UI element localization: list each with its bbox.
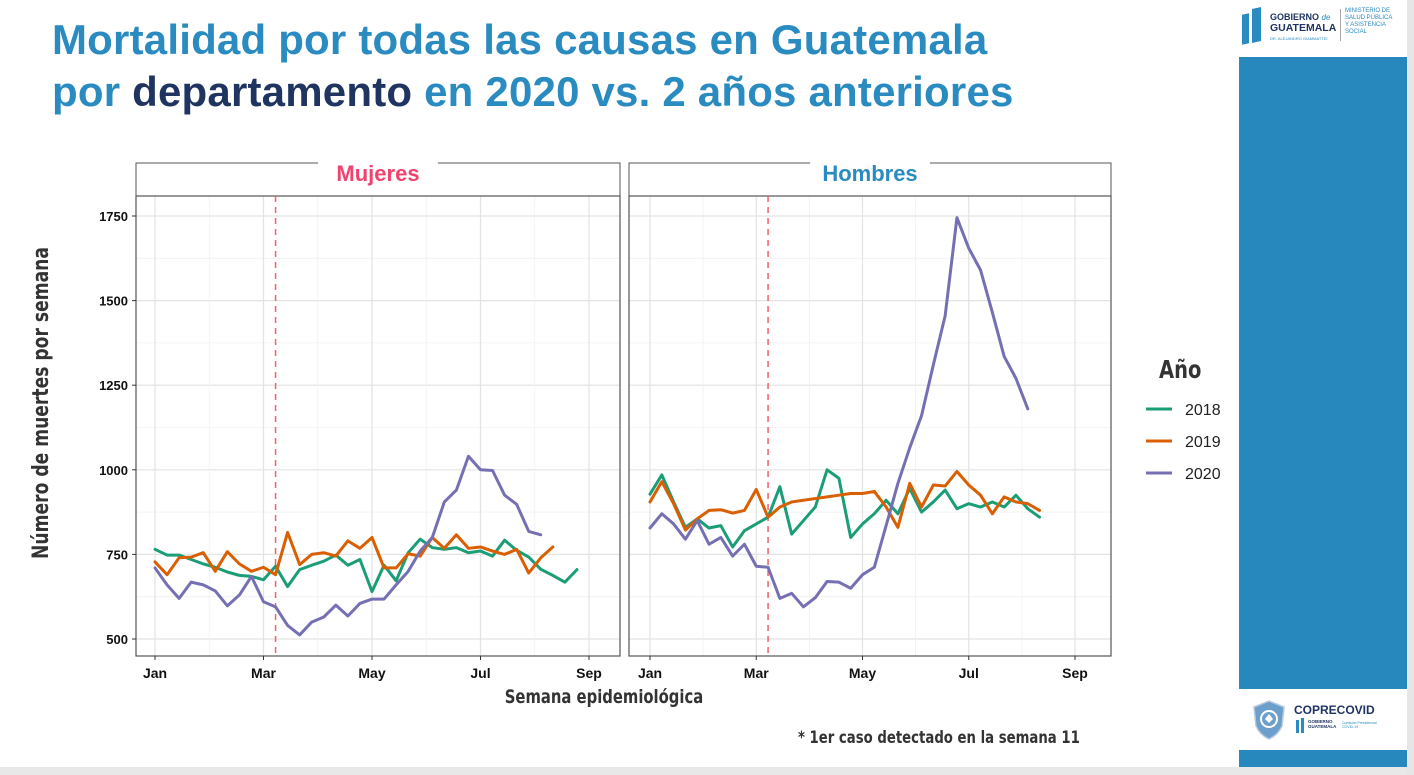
x-tick-label: Jul: [470, 665, 490, 681]
logo-text: GUATEMALA: [1308, 724, 1337, 729]
facet-strip: [628, 162, 1112, 197]
logo-text: GOBIERNO: [1270, 12, 1320, 22]
coprecovid-name: COPRECOVID: [1294, 703, 1375, 717]
x-axis-label: Semana epidemiológica: [505, 686, 703, 708]
y-axis-label: Número de muertes por semana: [28, 247, 54, 559]
x-tick-label: Mar: [251, 665, 276, 681]
facet-strip: [135, 162, 621, 197]
shield-icon: [1253, 700, 1285, 740]
y-tick-label: 750: [106, 547, 128, 562]
gobierno-guatemala-logo: GOBIERNO de GUATEMALA DR. ALEJANDRO GIAM…: [1240, 4, 1406, 50]
ministry-text: SALUD PÚBLICA: [1345, 15, 1393, 21]
ministry-text: Y ASISTENCIA: [1345, 22, 1386, 28]
facet-title: Mujeres: [336, 161, 419, 186]
footnote: * 1er caso detectado en la semana 11: [798, 728, 1080, 748]
facet-title: Hombres: [822, 161, 917, 186]
series-line-mujeres-2019: [153, 530, 555, 577]
logo-subtitle: Comisión Presidencial COVID-19: [1342, 721, 1377, 729]
window-edge: [1407, 0, 1414, 775]
x-tick-label: Mar: [744, 665, 769, 681]
x-tick-label: Jan: [638, 665, 662, 681]
panel-border: [628, 195, 1112, 657]
facet-mujeres: Mujeres Jan Mar May Jul Sep 500 750 1000 1250 1500…: [99, 160, 621, 681]
x-tick-label: Sep: [1062, 665, 1088, 681]
legend-label-2020: 2020: [1185, 466, 1221, 483]
title-text: en 2020 vs. 2 años anteriores: [412, 68, 1014, 115]
logo-text: GUATEMALA: [1270, 22, 1337, 34]
sidebar-decoration: [1239, 57, 1407, 689]
legend-label-2019: 2019: [1185, 434, 1221, 451]
strip-label-background: [318, 160, 438, 168]
series-line-hombres-2018: [648, 468, 1042, 549]
strip-label-background: [810, 160, 930, 168]
panel-background: [629, 196, 1111, 656]
x-tick-label: May: [358, 665, 385, 681]
ministry-text: MINISTERIO DE: [1345, 8, 1391, 14]
legend: Año 2018 2019 2020: [1146, 356, 1221, 483]
logo-text: GOBIERNO: [1308, 719, 1333, 724]
series-line-mujeres-2018: [153, 537, 579, 594]
slide-title: Mortalidad por todas las causas en Guate…: [52, 14, 1014, 118]
y-tick-label: 500: [106, 632, 128, 647]
x-tick-label: May: [849, 665, 876, 681]
window-edge: [0, 767, 1407, 775]
y-tick-label: 1000: [99, 463, 128, 478]
panel-border: [135, 195, 621, 657]
y-tick-label: 1750: [99, 209, 128, 224]
title-line-2: por departamento en 2020 vs. 2 años ante…: [52, 66, 1014, 118]
coprecovid-logo: COPRECOVID GOBIERNO GUATEMALA Comisión P…: [1248, 698, 1398, 744]
y-tick-label: 1250: [99, 378, 128, 393]
legend-title: Año: [1159, 356, 1201, 385]
x-tick-label: Sep: [576, 665, 602, 681]
legend-label-2018: 2018: [1185, 402, 1221, 419]
x-tick-label: Jan: [143, 665, 167, 681]
series-line-hombres-2019: [648, 469, 1042, 532]
logo-text: de: [1321, 13, 1331, 22]
facet-hombres: Hombres Jan Mar May Jul Sep: [628, 160, 1112, 681]
series-line-hombres-2020: [648, 216, 1030, 609]
title-highlight: departamento: [132, 68, 413, 115]
title-line-1: Mortalidad por todas las causas en Guate…: [52, 16, 988, 63]
ministry-text: SOCIAL: [1345, 29, 1368, 35]
series-line-mujeres-2020: [153, 454, 543, 637]
y-tick-label: 1500: [99, 294, 128, 309]
logo-subtitle: DR. ALEJANDRO GIAMMATTEI: [1270, 36, 1328, 41]
x-tick-label: Jul: [959, 665, 979, 681]
title-text: por: [52, 68, 133, 115]
